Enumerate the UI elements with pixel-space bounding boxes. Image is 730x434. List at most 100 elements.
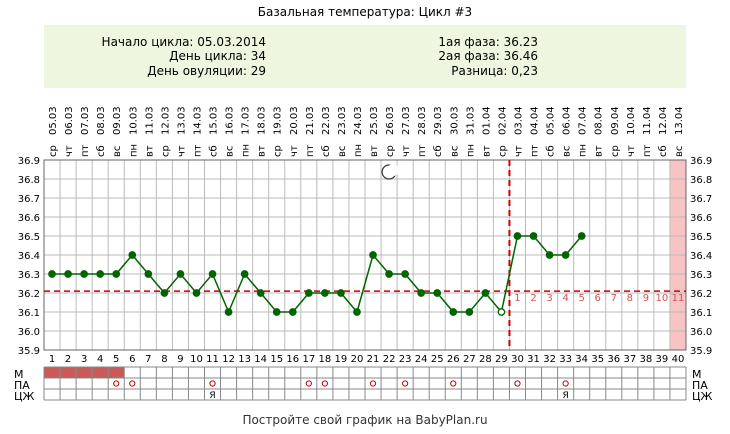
plot-frame — [43, 159, 687, 351]
y-tick-label-right: 36.2 — [690, 289, 712, 300]
date-label: 08.04 — [594, 106, 605, 135]
day-number-label: 27 — [463, 354, 476, 365]
date-label: 11.03 — [144, 106, 155, 135]
temperature-point — [304, 289, 313, 297]
luteal-day-label: 4 — [562, 293, 568, 304]
luteal-day-label: 8 — [627, 293, 633, 304]
day-number-label: 12 — [222, 354, 235, 365]
date-label: 24.03 — [353, 106, 364, 135]
cycle-start-text: Начало цикла: 05.03.2014 — [102, 35, 266, 49]
date-label: 09.04 — [610, 106, 621, 135]
pa-mark — [305, 380, 312, 387]
weekday-label: вт — [369, 145, 380, 157]
weekday-label: вс — [674, 146, 685, 157]
temperature-point — [561, 251, 570, 259]
temperature-point — [96, 270, 105, 278]
pa-mark — [402, 380, 409, 387]
weekday-label: вс — [225, 146, 236, 157]
day-number-label: 25 — [431, 354, 444, 365]
chart-title: Базальная температура: Цикл #3 — [258, 5, 472, 19]
date-label: 26.03 — [385, 106, 396, 135]
day-number-label: 22 — [383, 354, 396, 365]
weekday-label: сб — [658, 145, 669, 157]
temperature-point — [417, 289, 426, 297]
date-label: 12.04 — [658, 106, 669, 135]
date-label: 11.04 — [642, 106, 653, 135]
weekday-label: сб — [96, 145, 107, 157]
pa-mark — [450, 380, 457, 387]
date-label: 16.03 — [225, 106, 236, 135]
day-number-label: 9 — [177, 354, 183, 365]
date-label: 13.03 — [176, 106, 187, 135]
weekday-label: сб — [546, 145, 557, 157]
weekday-label: ср — [385, 145, 396, 157]
y-tick-label-left: 36.8 — [18, 175, 40, 186]
temperature-point — [288, 308, 297, 316]
temperature-point — [272, 308, 281, 316]
footer-link-text[interactable]: Постройте свой график на BabyPlan.ru — [242, 413, 487, 427]
row-label-cj-right: ЦЖ — [692, 390, 713, 403]
y-tick-label-left: 36.9 — [18, 156, 40, 167]
temperature-point — [128, 251, 137, 259]
weekday-label: пт — [642, 144, 653, 157]
y-tick-label-left: 36.7 — [18, 194, 40, 205]
temperature-line — [52, 235, 583, 314]
y-tick-label-left: 36.5 — [18, 232, 40, 243]
temperature-point — [449, 308, 458, 316]
date-label: 25.03 — [369, 106, 380, 135]
day-number-label: 34 — [575, 354, 588, 365]
menstruation-cell — [108, 367, 125, 378]
weekday-label: ср — [48, 145, 59, 157]
date-label: 29.03 — [433, 106, 444, 135]
date-label: 15.03 — [209, 106, 220, 135]
pa-mark — [514, 380, 521, 387]
luteal-day-label: 5 — [578, 293, 584, 304]
day-number-label: 39 — [656, 354, 669, 365]
day-number-label: 17 — [302, 354, 315, 365]
temperature-point — [192, 289, 201, 297]
weekday-label: чт — [626, 145, 637, 157]
day-number-label: 14 — [254, 354, 267, 365]
day-number-label: 19 — [335, 354, 348, 365]
y-tick-label-right: 36.3 — [690, 270, 712, 281]
weekday-label: пн — [128, 144, 139, 157]
date-label: 14.03 — [192, 106, 203, 135]
row-label-m-left: М — [14, 368, 24, 381]
weekday-label: вт — [481, 145, 492, 157]
day-number-axis: 1 2 3 4 5 6 7 8 9 10 11 12 13 14 15 16 17 18 19 20 21 22 23 24 2… — [49, 354, 685, 365]
weekday-label: пн — [465, 144, 476, 157]
weekday-label: пн — [578, 144, 589, 157]
date-label: 31.03 — [465, 106, 476, 135]
day-number-label: 32 — [543, 354, 556, 365]
y-tick-label-left: 36.0 — [18, 327, 40, 338]
temperature-point — [577, 232, 586, 240]
weekday-label: чт — [513, 145, 524, 157]
date-label: 03.04 — [513, 106, 524, 135]
row-label-cj-left: ЦЖ — [14, 390, 35, 403]
weekday-label: вс — [562, 146, 573, 157]
date-label: 10.04 — [626, 106, 637, 135]
day-number-label: 30 — [511, 354, 524, 365]
date-label: 23.03 — [337, 106, 348, 135]
day-number-label: 13 — [238, 354, 251, 365]
y-tick-label-left: 36.4 — [18, 251, 40, 262]
pa-mark — [129, 380, 136, 387]
date-label: 05.03 — [48, 106, 59, 135]
pa-mark — [562, 380, 569, 387]
day-number-label: 6 — [129, 354, 135, 365]
date-label: 13.04 — [674, 106, 685, 135]
date-label: 27.03 — [401, 106, 412, 135]
weekday-label: вт — [257, 145, 268, 157]
weekday-label: вт — [594, 145, 605, 157]
date-label: 05.04 — [546, 106, 557, 135]
date-label: 10.03 — [128, 106, 139, 135]
y-tick-label-right: 36.0 — [690, 327, 712, 338]
phase2-text: 2ая фаза: 36.46 — [438, 49, 538, 63]
weekday-label: сб — [321, 145, 332, 157]
temperature-point — [529, 232, 538, 240]
day-number-label: 40 — [672, 354, 685, 365]
row-label-m-right: М — [692, 368, 702, 381]
day-number-label: 21 — [367, 354, 380, 365]
temperature-point — [385, 270, 393, 278]
temperature-point — [481, 289, 490, 297]
